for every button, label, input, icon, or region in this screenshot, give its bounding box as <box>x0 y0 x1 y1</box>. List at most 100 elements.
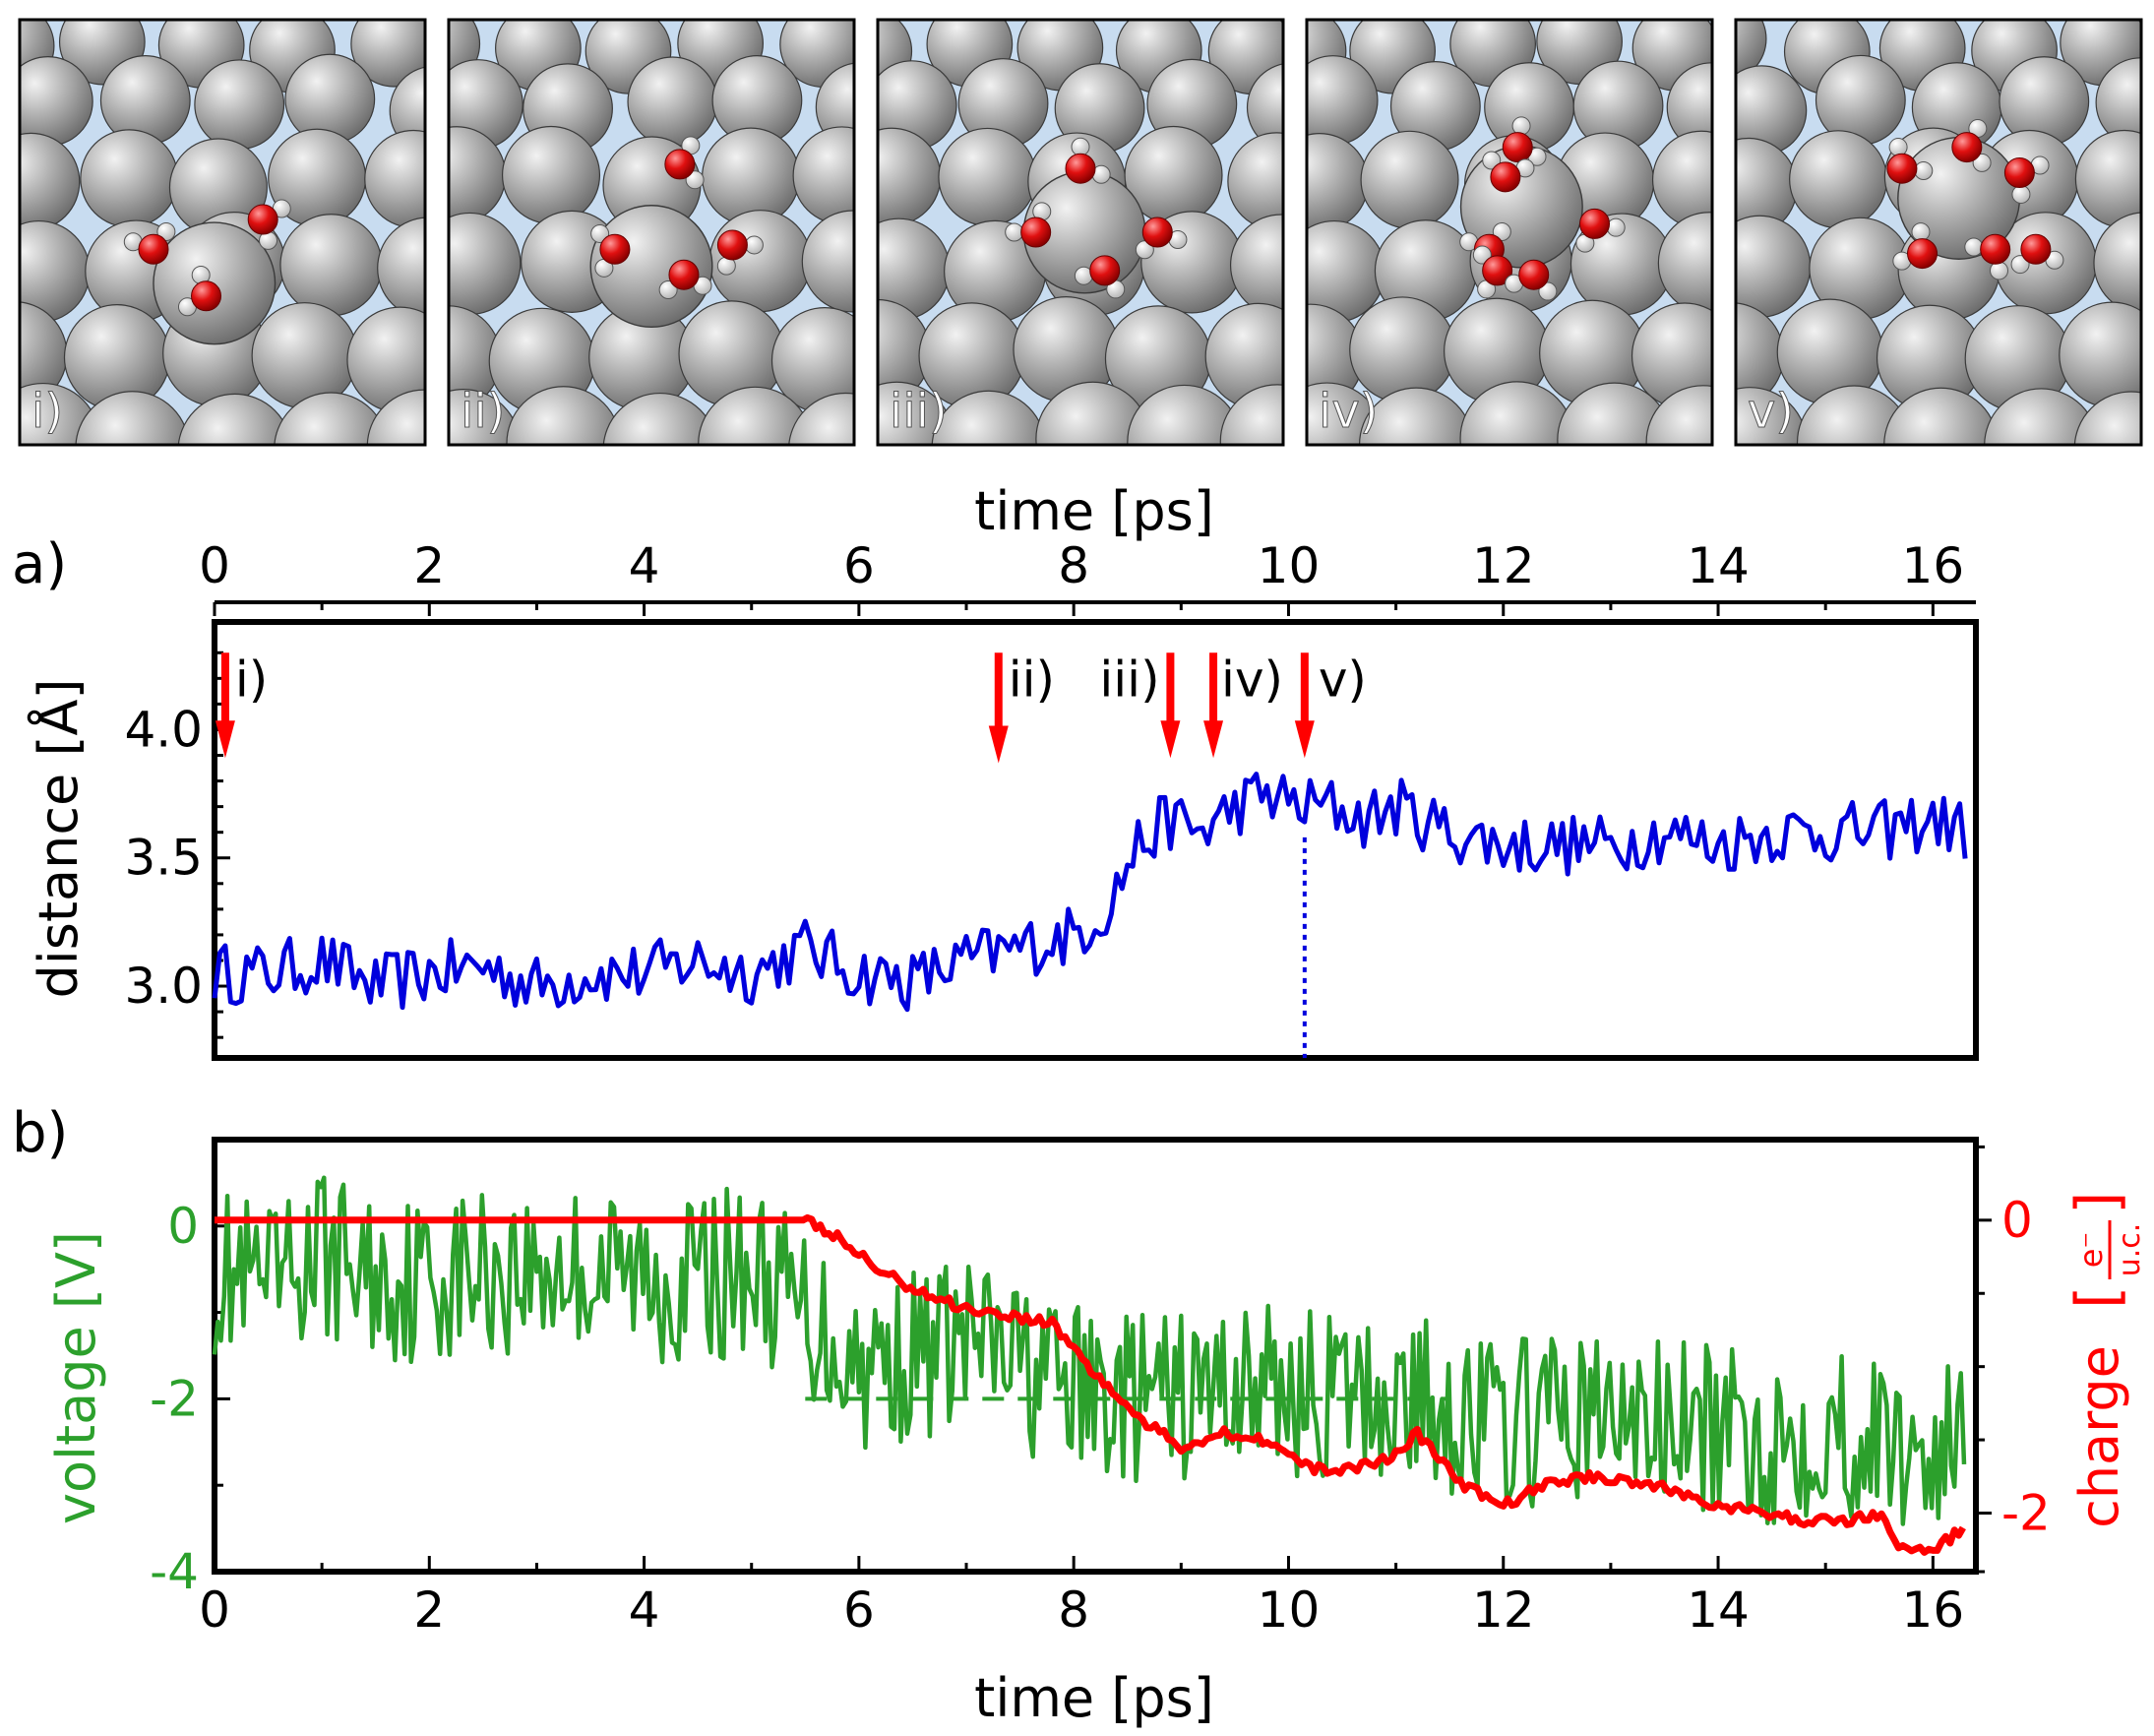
snapshot-label: ii) <box>461 384 505 439</box>
panel-a-axes: 0 2 4 6 8 10 12 14 16 3.0 3.5 4.0 <box>124 537 1979 1061</box>
metal-atom <box>20 56 93 147</box>
x-tick-label: 6 <box>843 1581 875 1639</box>
hydrogen-atom <box>1606 217 1626 237</box>
hydrogen-atom <box>590 223 610 243</box>
metal-atom <box>602 392 717 445</box>
x-tick-label: 4 <box>629 537 660 594</box>
oxygen-atom <box>1482 255 1513 286</box>
x-tick-label: 12 <box>1472 537 1535 594</box>
metal-atom <box>1307 55 1379 146</box>
event-arrow-head <box>988 725 1009 764</box>
water-molecule <box>1482 151 1535 193</box>
metal-atom <box>251 302 358 409</box>
water-molecule <box>1005 202 1052 248</box>
hydrogen-atom <box>1972 153 1992 172</box>
panel-b-right-axis-title: charge [ e⁻ u.c. ] <box>2063 1192 2147 1528</box>
panel-a-label: a) <box>12 532 67 596</box>
snapshot-panel: iv) <box>1305 18 1714 447</box>
snapshot-label: i) <box>31 384 63 439</box>
oxygen-atom <box>1951 132 1983 163</box>
metal-atom <box>1307 219 1385 324</box>
metal-atom <box>194 59 285 151</box>
snapshot-frame <box>18 18 427 447</box>
oxygen-atom <box>1020 217 1052 248</box>
hydrogen-atom <box>156 221 176 241</box>
metal-atom <box>501 125 601 224</box>
hydrogen-atom <box>1492 221 1511 241</box>
event-arrow-head <box>1294 720 1315 759</box>
hydrogen-atom <box>1071 137 1090 156</box>
water-molecule <box>1502 116 1547 166</box>
x-tick-label: 8 <box>1058 537 1089 594</box>
event-arrow-label: ii) <box>1009 651 1055 708</box>
event-arrow-head <box>215 720 235 759</box>
hydrogen-atom <box>744 235 764 255</box>
charge-axis-word: charge <box>2068 1345 2130 1528</box>
hydrogen-atom <box>2010 255 2030 275</box>
metal-atom <box>788 392 854 445</box>
snapshot-label: iii) <box>890 384 948 439</box>
hydrogen-atom <box>1135 240 1154 260</box>
water-molecule <box>1135 217 1188 260</box>
water-molecule <box>123 221 176 265</box>
x-tick-label: 8 <box>1058 1581 1089 1639</box>
water-molecule <box>177 265 222 317</box>
charge-unit-bracket-right: ] <box>2063 1192 2132 1214</box>
water-molecule <box>1575 208 1626 253</box>
hydrogen-atom <box>1482 151 1502 170</box>
x-tick-label: 0 <box>199 537 230 594</box>
oxygen-atom <box>716 229 748 261</box>
snapshot-frame <box>1305 18 1714 447</box>
oxygen-atom <box>668 259 700 290</box>
water-molecule <box>2010 233 2064 275</box>
panel-b-label: b) <box>12 1101 68 1165</box>
water-molecule <box>716 229 764 276</box>
metal-atom <box>1360 130 1459 229</box>
metal-atom <box>2073 391 2141 445</box>
metal-atom <box>75 391 190 445</box>
x-tick-label: 16 <box>1902 537 1965 594</box>
snapshot-panel: v) <box>1734 18 2143 447</box>
charge-unit-denominator: u.c. <box>2113 1223 2147 1277</box>
hydrogen-atom <box>1990 261 2009 280</box>
oxygen-atom <box>1980 233 2011 265</box>
water-molecule <box>1964 233 2011 280</box>
x-tick-label: 2 <box>413 537 445 594</box>
event-arrow-head <box>1203 720 1224 759</box>
y-tick-label: -4 <box>150 1543 199 1600</box>
water-molecule <box>1505 259 1558 301</box>
water-molecule <box>1472 245 1513 299</box>
y2-tick-label: 0 <box>2001 1192 2033 1249</box>
charge-unit-bracket-left: [ <box>2063 1286 2132 1309</box>
snapshot-content <box>449 20 854 445</box>
distance-series-line <box>212 772 1968 1013</box>
hydrogen-atom <box>658 279 678 299</box>
x-tick-label: 12 <box>1472 1581 1535 1639</box>
panel-a-markers: i) ii) iii) iv) v) <box>215 651 1367 764</box>
metal-atom <box>1736 20 1767 81</box>
metal-atom <box>1789 130 1888 229</box>
metal-atom <box>2093 212 2141 315</box>
panel-a-frame <box>212 619 1979 1061</box>
water-molecule <box>1892 222 1939 271</box>
water-molecule <box>247 199 291 250</box>
oxygen-atom <box>599 233 631 265</box>
y-tick-label: 0 <box>167 1198 199 1255</box>
metal-atom <box>1219 384 1283 445</box>
oxygen-atom <box>1579 208 1611 239</box>
y2-tick-label: -2 <box>2001 1484 2051 1541</box>
x-tick-label: 6 <box>843 537 875 594</box>
hydrogen-atom <box>1472 245 1492 265</box>
water-molecule <box>1065 137 1111 184</box>
snapshot-content <box>1736 20 2141 445</box>
x-tick-label: 10 <box>1258 1581 1321 1639</box>
metal-atom <box>792 126 854 225</box>
snapshot-frame <box>447 18 856 447</box>
water-molecule <box>664 136 705 190</box>
metal-atom <box>177 393 292 445</box>
hydrogen-atom <box>685 170 705 190</box>
oxygen-atom <box>664 149 696 180</box>
oxygen-atom <box>191 280 222 312</box>
oxygen-atom <box>2003 157 2035 189</box>
oxygen-atom <box>1065 153 1096 184</box>
